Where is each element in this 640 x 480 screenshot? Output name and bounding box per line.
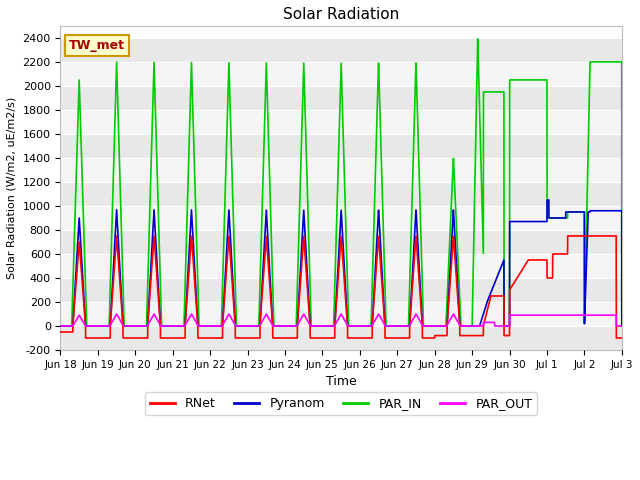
Pyranom — [483, 300, 490, 306]
PAR_IN — [56, 323, 64, 329]
PAR_OUT — [113, 311, 120, 317]
PAR_OUT — [483, 320, 490, 325]
Line: PAR_IN: PAR_IN — [60, 39, 622, 326]
Pyranom — [595, 208, 602, 214]
PAR_IN — [483, 89, 490, 95]
Pyranom — [543, 197, 551, 203]
PAR_OUT — [248, 323, 255, 329]
PAR_OUT — [588, 312, 595, 318]
Bar — [60, 206, 622, 230]
Bar — [60, 158, 622, 182]
Pyranom — [618, 323, 626, 329]
PAR_IN — [323, 323, 330, 329]
PAR_OUT — [618, 323, 626, 329]
PAR_OUT — [467, 323, 475, 329]
RNet — [588, 233, 595, 239]
RNet — [564, 233, 572, 239]
Line: RNet: RNet — [60, 236, 622, 338]
RNet — [618, 335, 626, 341]
PAR_OUT — [323, 323, 330, 329]
PAR_OUT — [595, 312, 602, 318]
PAR_IN — [595, 59, 602, 65]
PAR_IN — [588, 59, 595, 65]
Bar — [60, 38, 622, 62]
RNet — [323, 335, 330, 341]
Bar — [60, 134, 622, 158]
PAR_OUT — [56, 323, 64, 329]
Y-axis label: Solar Radiation (W/m2, uE/m2/s): Solar Radiation (W/m2, uE/m2/s) — [7, 97, 17, 279]
Pyranom — [588, 208, 595, 214]
Title: Solar Radiation: Solar Radiation — [283, 7, 399, 22]
Bar — [60, 326, 622, 350]
Bar — [60, 278, 622, 302]
Bar — [60, 62, 622, 86]
Pyranom — [323, 323, 330, 329]
RNet — [467, 333, 475, 338]
Line: PAR_OUT: PAR_OUT — [60, 314, 622, 326]
Pyranom — [247, 323, 255, 329]
Bar — [60, 254, 622, 278]
Bar — [60, 182, 622, 206]
PAR_IN — [467, 323, 475, 329]
Pyranom — [467, 323, 475, 329]
RNet — [82, 335, 90, 341]
RNet — [56, 329, 64, 335]
Pyranom — [56, 323, 64, 329]
PAR_IN — [618, 323, 626, 329]
RNet — [483, 310, 490, 315]
Legend: RNet, Pyranom, PAR_IN, PAR_OUT: RNet, Pyranom, PAR_IN, PAR_OUT — [145, 392, 538, 415]
RNet — [248, 335, 255, 341]
Text: TW_met: TW_met — [69, 39, 125, 52]
PAR_IN — [247, 323, 255, 329]
X-axis label: Time: Time — [326, 375, 356, 388]
Bar — [60, 230, 622, 254]
PAR_IN — [474, 36, 481, 42]
RNet — [595, 233, 602, 239]
Bar — [60, 86, 622, 110]
Line: Pyranom: Pyranom — [60, 200, 622, 326]
Bar — [60, 302, 622, 326]
Bar — [60, 110, 622, 134]
